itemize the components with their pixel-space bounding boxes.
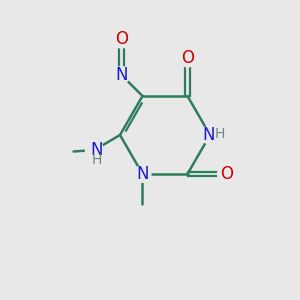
Circle shape	[113, 67, 130, 83]
Text: O: O	[181, 49, 194, 67]
Circle shape	[134, 166, 151, 182]
Text: N: N	[202, 126, 215, 144]
Text: O: O	[220, 165, 233, 183]
Text: N: N	[90, 141, 103, 159]
Text: H: H	[214, 127, 225, 140]
Circle shape	[218, 166, 234, 182]
Circle shape	[201, 126, 219, 144]
Circle shape	[85, 141, 103, 159]
Text: O: O	[115, 30, 128, 48]
Text: H: H	[92, 153, 102, 167]
Circle shape	[113, 31, 130, 48]
Text: N: N	[136, 165, 149, 183]
Text: N: N	[115, 66, 128, 84]
Circle shape	[179, 50, 196, 67]
